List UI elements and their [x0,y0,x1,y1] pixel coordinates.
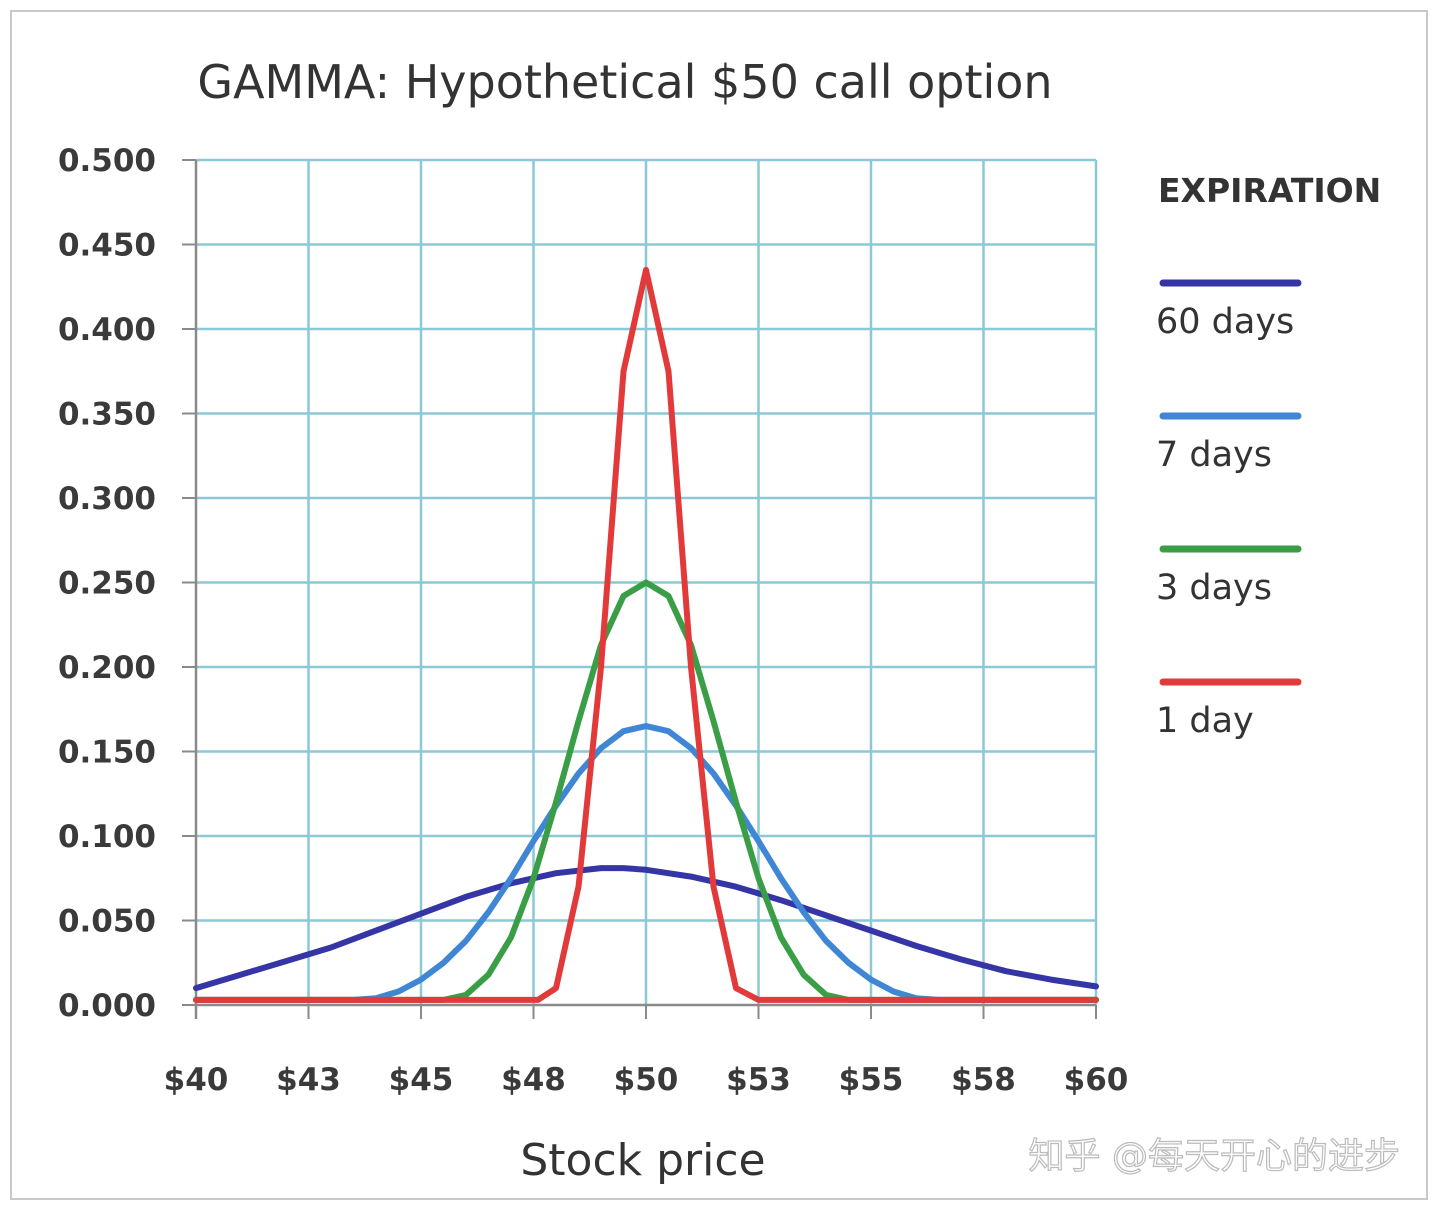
y-tick-label: 0.400 [58,312,156,348]
series-lines [193,266,1099,1003]
tick-labels: 0.000 0.050 0.100 0.150 0.200 0.250 0.300 0.350… [58,143,1128,1098]
x-tick-label: $53 [726,1062,791,1098]
y-tick-label: 0.250 [58,566,156,602]
series-line-1-day [193,266,1099,1003]
x-axis-label: Stock price [520,1135,765,1186]
legend-label: 60 days [1156,302,1294,342]
y-tick-label: 0.150 [58,735,156,771]
legend-title: EXPIRATION [1158,171,1381,210]
watermark-text: 知乎 @每天开心的进步 [1029,1136,1400,1177]
series-line-60-days [193,865,1099,992]
x-tick-label: $48 [501,1062,566,1098]
grid-lines [196,158,1098,1005]
x-tick-label: $58 [951,1062,1016,1098]
x-tick-label: $50 [614,1062,679,1098]
y-tick-label: 0.500 [58,143,156,179]
legend: EXPIRATION 60 days 7 days 3 days 1 day [1156,171,1381,741]
y-tick-label: 0.100 [58,819,156,855]
x-tick-label: $40 [164,1062,229,1098]
y-tick-label: 0.300 [58,481,156,517]
x-tick-label: $55 [839,1062,904,1098]
chart-title: GAMMA: Hypothetical $50 call option [197,55,1052,109]
y-tick-label: 0.050 [58,904,156,940]
legend-label: 7 days [1156,435,1272,475]
series-line-3-days [193,579,1099,1003]
axes [182,159,1097,1019]
y-tick-label: 0.200 [58,650,156,686]
x-tick-label: $60 [1064,1062,1129,1098]
x-tick-label: $43 [276,1062,341,1098]
y-tick-label: 0.350 [58,397,156,433]
legend-label: 3 days [1156,568,1272,608]
y-tick-label: 0.450 [58,228,156,264]
x-tick-label: $45 [389,1062,454,1098]
legend-label: 1 day [1156,701,1254,741]
series-line-7-days [193,723,1099,1003]
y-tick-label: 0.000 [58,988,156,1024]
